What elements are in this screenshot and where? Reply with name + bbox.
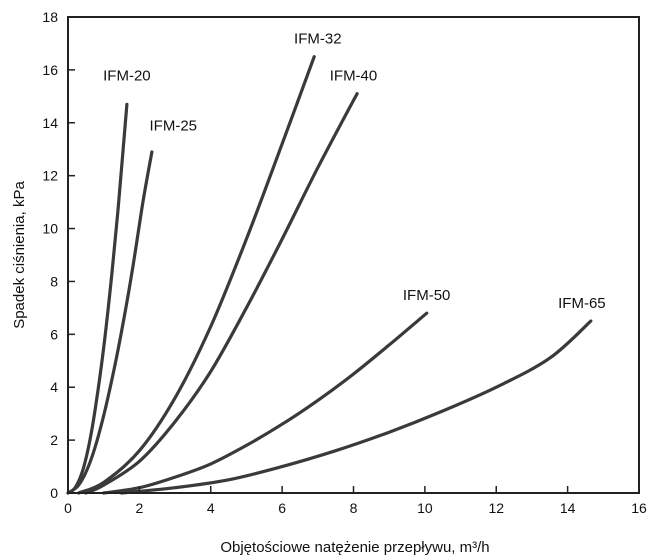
series-curves [66,55,593,495]
series-label: IFM-32 [294,30,342,47]
x-tick-label: 10 [417,500,433,516]
x-tick-label: 2 [135,500,143,516]
y-axis-ticks: 0 2 4 6 8 10 12 14 16 18 [42,9,75,501]
series-line-ifm-40 [84,92,359,495]
x-tick-label: 0 [64,500,72,516]
series-line-ifm-20 [66,102,129,495]
y-tick-label: 6 [50,326,58,342]
y-tick-label: 16 [42,62,58,78]
series-line-ifm-32 [77,55,316,495]
y-tick-label: 2 [50,432,58,448]
x-tick-label: 14 [560,500,576,516]
y-axis-title: Spadek ciśnienia, kPa [11,181,28,329]
y-tick-label: 8 [50,273,58,289]
y-tick-label: 10 [42,221,58,237]
x-tick-label: 8 [350,500,358,516]
series-labels: IFM-20 IFM-25 IFM-32 IFM-40 IFM-50 IFM-65 [103,30,606,311]
x-axis-ticks: 0 2 4 6 8 10 12 14 16 [64,486,647,516]
y-tick-label: 4 [50,379,58,395]
series-label: IFM-65 [558,295,606,312]
y-tick-label: 14 [42,115,58,131]
x-tick-label: 6 [278,500,286,516]
series-label: IFM-50 [403,287,451,304]
y-tick-label: 18 [42,9,58,25]
series-line-ifm-50 [102,311,429,495]
x-tick-label: 16 [631,500,647,516]
y-tick-label: 12 [42,168,58,184]
series-label: IFM-25 [150,118,198,135]
series-label: IFM-40 [330,67,378,84]
y-tick-label: 0 [50,485,58,501]
series-label: IFM-20 [103,67,151,84]
x-tick-label: 4 [207,500,215,516]
plot-frame [67,16,640,494]
x-axis-title: Objętościowe natężenie przepływu, m³/h [220,539,489,556]
x-tick-label: 12 [488,500,504,516]
series-line-ifm-65 [119,319,593,495]
series-line-ifm-25 [66,150,154,495]
